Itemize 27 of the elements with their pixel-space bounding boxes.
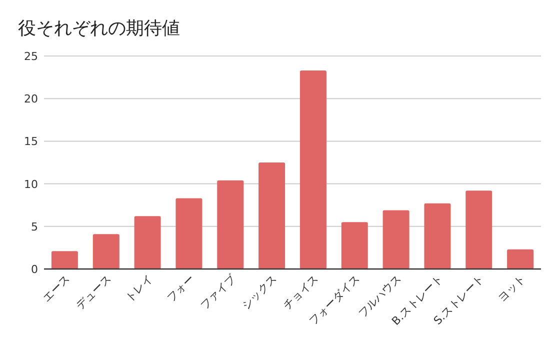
bar bbox=[341, 222, 368, 269]
x-tick-label: ファイブ bbox=[198, 271, 239, 312]
bar bbox=[217, 180, 244, 269]
y-tick-label: 10 bbox=[24, 178, 38, 191]
bar bbox=[134, 216, 161, 269]
x-tick-label: チョイス bbox=[280, 272, 321, 312]
bar bbox=[466, 190, 492, 269]
y-tick-label: 5 bbox=[31, 220, 38, 234]
bar bbox=[300, 70, 326, 269]
y-tick-label: 20 bbox=[24, 92, 38, 106]
y-tick-label: 25 bbox=[24, 50, 38, 63]
bar bbox=[258, 162, 286, 269]
bar bbox=[176, 198, 202, 269]
x-tick-label: ヨット bbox=[496, 272, 528, 304]
x-tick-label: トレイ bbox=[122, 272, 156, 304]
x-tick-label: エース bbox=[40, 272, 72, 304]
bar bbox=[51, 251, 78, 269]
x-tick-label: シックス bbox=[239, 272, 280, 312]
x-tick-label: フォー bbox=[164, 272, 197, 304]
x-tick-label: デュース bbox=[74, 272, 114, 312]
y-tick-label: 0 bbox=[31, 263, 38, 276]
chart-title: 役それぞれの期待値 bbox=[18, 18, 180, 39]
y-tick-label: 15 bbox=[24, 135, 38, 148]
bar bbox=[382, 210, 410, 269]
bar bbox=[507, 249, 534, 269]
bar bbox=[92, 234, 120, 269]
bar bbox=[424, 203, 451, 269]
